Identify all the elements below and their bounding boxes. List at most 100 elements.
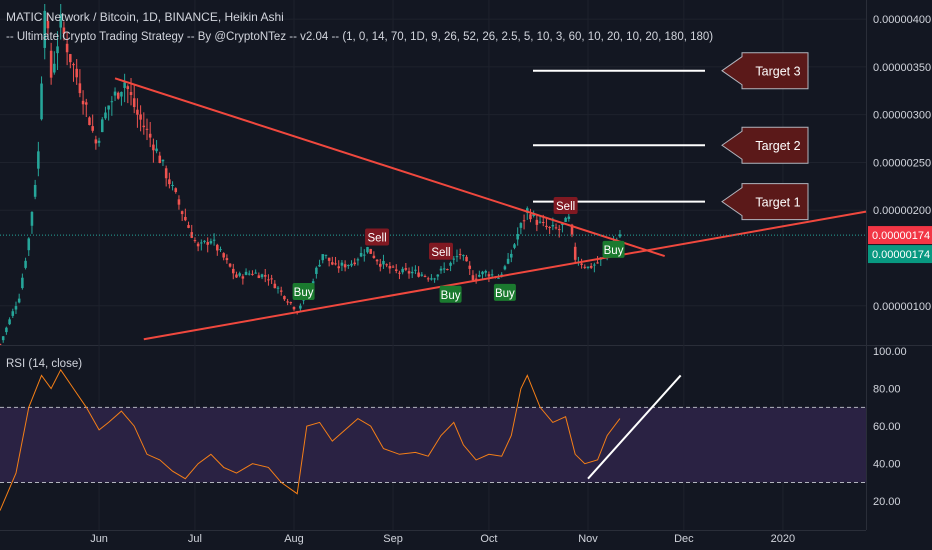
target-label: Target 3 [755, 65, 800, 79]
candle-body [110, 101, 114, 103]
x-tick-label: Sep [383, 533, 403, 545]
target-callout: Target 2 [721, 126, 809, 164]
price-tick-label: 0.00000250 [873, 157, 931, 169]
candle-body [468, 265, 472, 269]
candle-body [49, 50, 53, 78]
candle-body [484, 271, 488, 273]
candle-body [586, 266, 590, 268]
x-tick-label: Nov [578, 533, 598, 545]
candle-body [497, 277, 500, 279]
candle-body [353, 262, 356, 265]
candle-body [410, 271, 414, 274]
candle-body [136, 109, 139, 115]
symbol-legend[interactable]: MATIC Network / Bitcoin, 1D, BINANCE, He… [6, 10, 284, 24]
candle-body [343, 264, 347, 268]
candle-body [209, 241, 213, 244]
target-box [721, 52, 809, 90]
candle-body [113, 91, 117, 96]
candle-body [177, 199, 181, 205]
candle-body [244, 271, 248, 275]
candle-body [196, 243, 200, 247]
candle-body [279, 290, 283, 292]
candle-body [398, 272, 401, 274]
candle-body [589, 265, 593, 268]
buy-signal [292, 282, 315, 300]
candle-body [378, 263, 382, 267]
price-tag-text: 0.00000174 [872, 249, 930, 261]
candle-body [359, 252, 363, 257]
candle-body [190, 232, 194, 238]
rsi-band [0, 407, 866, 483]
candle-body [289, 301, 293, 304]
rsi-trendline [587, 374, 682, 480]
trendline [114, 77, 665, 258]
candle-body [554, 227, 558, 229]
signal-label: Sell [556, 201, 575, 213]
candle-body [238, 273, 241, 276]
candle-body [263, 275, 267, 277]
candle-body [203, 240, 206, 242]
candle-body [228, 263, 232, 267]
x-tick-label: Jul [188, 533, 202, 545]
candle-body [46, 20, 50, 29]
target-box [721, 126, 809, 164]
candle-body [340, 262, 344, 266]
candle-body [394, 269, 398, 271]
candle-body [14, 306, 18, 310]
candle-body [519, 223, 523, 228]
candle-body [356, 259, 360, 261]
x-tick-label: Oct [480, 533, 497, 545]
candle-body [139, 114, 142, 120]
candle-body [471, 275, 475, 281]
candle-body [401, 268, 404, 273]
candle-body [321, 254, 325, 261]
candle-body [299, 305, 302, 309]
candle-body [17, 298, 21, 303]
candle-body [522, 220, 526, 222]
candle-body [570, 224, 574, 235]
candle-body [516, 234, 519, 240]
candle-body [0, 343, 2, 345]
target-box [721, 183, 809, 221]
candle-body [78, 83, 82, 94]
strategy-legend[interactable]: -- Ultimate Crypto Trading Strategy -- B… [6, 31, 714, 43]
candle-body [161, 159, 165, 162]
candle-body [152, 144, 155, 151]
candle-body [442, 268, 446, 270]
candle-body [449, 262, 452, 266]
target-label: Target 2 [755, 139, 800, 153]
candle-body [487, 274, 491, 277]
candle-body [120, 91, 123, 97]
candle-body [561, 223, 564, 226]
x-tick-label: Jun [90, 533, 108, 545]
candle-body [551, 224, 555, 227]
candle-body [506, 258, 510, 264]
rsi-tick-label: 60.00 [873, 421, 901, 433]
candle-body [72, 64, 75, 66]
sell-signal [553, 196, 578, 214]
sell-signal [428, 242, 453, 260]
price-tick-label: 0.00000400 [873, 14, 931, 26]
trendline [143, 210, 867, 341]
candle-body [596, 262, 599, 264]
buy-signal [602, 240, 625, 258]
candle-body [580, 263, 583, 265]
candle-body [273, 283, 277, 289]
candle-body [91, 126, 94, 131]
rsi-legend[interactable]: RSI (14, close) [6, 358, 83, 370]
candle-body [318, 264, 321, 267]
candle-body [458, 254, 462, 256]
candle-body [107, 105, 110, 110]
candle-body [155, 148, 158, 152]
candle-body [503, 266, 507, 270]
candle-body [455, 256, 459, 258]
x-tick-label: Aug [284, 533, 304, 545]
candle-body [478, 274, 481, 277]
candle-body [24, 260, 27, 268]
candle-body [283, 296, 286, 300]
candle-body [142, 125, 146, 128]
signal-label: Buy [604, 245, 624, 257]
candle-body [241, 276, 245, 279]
